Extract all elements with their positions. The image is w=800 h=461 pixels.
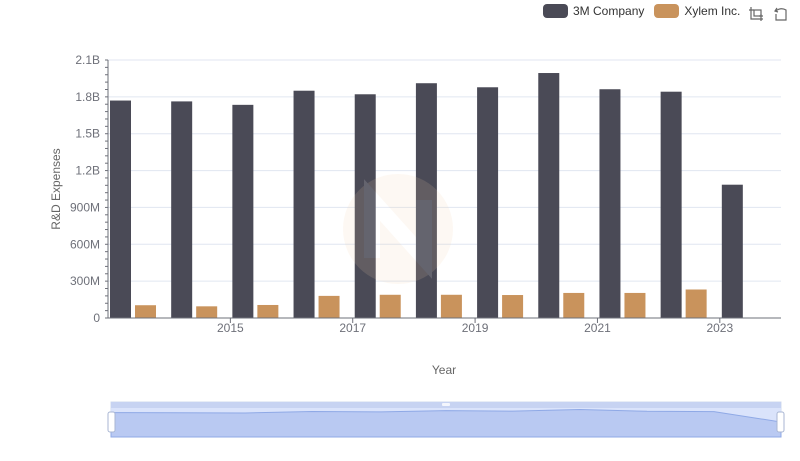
legend-item-3m[interactable]: 3M Company	[543, 4, 644, 18]
bar-3m-2018[interactable]	[354, 94, 376, 318]
bar-3m-2015[interactable]	[171, 101, 193, 318]
bar-3m-2016[interactable]	[232, 104, 254, 318]
bar-xylem-2022[interactable]	[624, 292, 646, 318]
x-tick-label: 2021	[584, 321, 611, 335]
legend-label-3m: 3M Company	[573, 4, 645, 18]
x-tick-label: 2023	[706, 321, 733, 335]
x-tick-label: 2017	[339, 321, 366, 335]
zoom-handle-right[interactable]	[776, 411, 785, 433]
bars	[110, 73, 743, 319]
y-tick-label: 900M	[70, 200, 100, 214]
bar-xylem-2017[interactable]	[318, 295, 340, 318]
x-axis-title: Year	[432, 363, 456, 377]
zoom-preview-line	[110, 408, 782, 438]
bar-xylem-2016[interactable]	[257, 304, 279, 318]
bar-xylem-2014[interactable]	[135, 305, 156, 318]
y-tick-label: 2.1B	[75, 53, 100, 67]
bar-xylem-2020[interactable]	[502, 295, 524, 318]
bar-3m-2021[interactable]	[538, 73, 560, 318]
zoom-handle-left[interactable]	[107, 411, 116, 433]
y-tick-label: 0	[93, 311, 100, 325]
x-tick-label: 2015	[217, 321, 244, 335]
y-tick-label: 600M	[70, 237, 100, 251]
bar-3m-2019[interactable]	[415, 83, 437, 318]
zoom-reset-icon[interactable]	[773, 6, 789, 22]
zoom-center-grip[interactable]	[442, 403, 450, 406]
legend-swatch-xylem	[654, 4, 680, 18]
bar-xylem-2018[interactable]	[379, 294, 401, 318]
bar-3m-2017[interactable]	[293, 90, 315, 318]
y-tick-label: 1.5B	[75, 127, 100, 141]
y-tick-labels: 0 300M 600M 900M 1.2B 1.5B 1.8B 2.1B	[70, 53, 100, 325]
axes	[105, 59, 781, 319]
legend-swatch-3m	[543, 4, 568, 18]
legend-label-xylem: Xylem Inc.	[684, 4, 741, 18]
y-tick-label: 1.8B	[75, 90, 100, 104]
x-tick-label: 2019	[462, 321, 489, 335]
bar-xylem-2019[interactable]	[440, 294, 462, 318]
y-tick-label: 1.2B	[75, 164, 100, 178]
y-tick-label: 300M	[70, 274, 100, 288]
bar-3m-2014[interactable]	[110, 100, 131, 319]
legend: 3M Company Xylem Inc.	[543, 4, 750, 18]
y-grid-lines	[108, 59, 781, 282]
legend-item-xylem[interactable]: Xylem Inc.	[654, 4, 740, 18]
bar-xylem-2023[interactable]	[685, 289, 707, 318]
bar-3m-2024[interactable]	[721, 184, 743, 318]
watermark-logo	[343, 174, 453, 284]
bar-3m-2022[interactable]	[599, 89, 621, 319]
bar-xylem-2015[interactable]	[196, 306, 218, 318]
zoom-select-icon[interactable]	[748, 6, 764, 22]
y-axis-title: R&D Expenses	[49, 148, 63, 229]
bar-3m-2023[interactable]	[660, 91, 682, 318]
bar-xylem-2021[interactable]	[563, 292, 585, 318]
bar-3m-2020[interactable]	[477, 87, 499, 318]
data-zoom-slider[interactable]	[107, 401, 785, 438]
x-tick-labels: 2015 2017 2019 2021 2023	[217, 318, 733, 335]
